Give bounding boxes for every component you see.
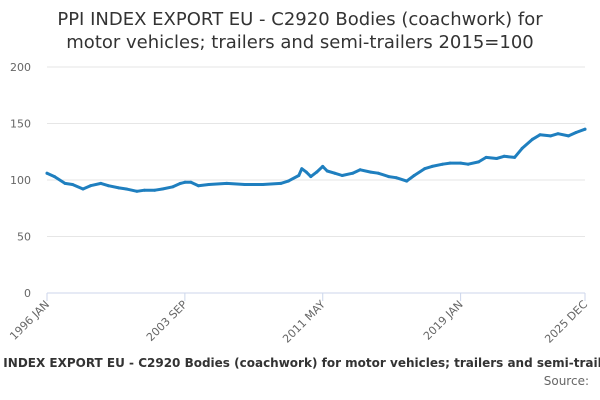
data-point[interactable] <box>340 174 344 177</box>
y-tick-label: 50 <box>17 231 31 244</box>
legend-entry[interactable]: PPI INDEX EXPORT EU - C2920 Bodies (coac… <box>0 356 600 370</box>
data-point[interactable] <box>531 137 534 141</box>
data-point[interactable] <box>89 184 92 188</box>
data-point[interactable] <box>333 171 337 175</box>
data-point[interactable] <box>300 167 304 171</box>
data-point[interactable] <box>325 169 329 173</box>
data-point[interactable] <box>279 181 283 185</box>
x-tick-label: 1996 JAN <box>7 298 52 343</box>
data-point[interactable] <box>71 183 74 186</box>
data-point[interactable] <box>297 174 301 177</box>
data-point[interactable] <box>358 168 362 172</box>
data-point[interactable] <box>321 164 325 168</box>
data-point[interactable] <box>304 170 308 174</box>
data-point[interactable] <box>520 146 524 150</box>
data-point[interactable] <box>124 187 128 191</box>
series-layer <box>45 127 587 193</box>
data-point[interactable] <box>423 167 427 171</box>
chart-title-line: PPI INDEX EXPORT EU - C2920 Bodies (coac… <box>57 9 543 30</box>
data-point[interactable] <box>153 188 157 192</box>
data-point[interactable] <box>412 174 416 177</box>
data-point[interactable] <box>81 187 85 191</box>
data-point[interactable] <box>135 189 139 193</box>
y-axis: 0 50 100 150 200 <box>10 61 31 300</box>
y-tick-label: 0 <box>24 287 31 300</box>
data-point[interactable] <box>117 186 121 190</box>
series-line[interactable] <box>45 127 587 193</box>
data-point[interactable] <box>459 161 463 165</box>
data-point[interactable] <box>484 155 488 159</box>
data-point[interactable] <box>441 162 445 166</box>
data-point[interactable] <box>466 162 470 166</box>
data-point[interactable] <box>376 171 380 175</box>
data-point[interactable] <box>495 157 499 160</box>
data-point[interactable] <box>387 175 391 179</box>
data-point[interactable] <box>556 132 560 136</box>
data-point[interactable] <box>513 155 517 159</box>
data-point[interactable] <box>261 183 265 186</box>
data-point[interactable] <box>315 170 319 174</box>
y-tick-label: 150 <box>10 118 31 131</box>
y-tick-label: 100 <box>10 174 31 187</box>
data-point[interactable] <box>351 171 355 175</box>
data-point[interactable] <box>538 133 542 137</box>
y-gridlines <box>47 66 585 237</box>
data-point[interactable] <box>178 181 182 185</box>
source-label: Source: <box>544 374 589 388</box>
data-point[interactable] <box>394 176 398 180</box>
data-point[interactable] <box>99 181 103 185</box>
data-point[interactable] <box>448 161 452 165</box>
y-tick-label: 200 <box>10 61 31 74</box>
data-point[interactable] <box>171 185 175 189</box>
chart-title: PPI INDEX EXPORT EU - C2920 Bodies (coac… <box>57 9 543 53</box>
data-point[interactable] <box>45 171 49 175</box>
data-point[interactable] <box>196 184 200 188</box>
data-point[interactable] <box>207 183 211 186</box>
data-point[interactable] <box>567 134 570 138</box>
data-point[interactable] <box>243 183 247 186</box>
data-point[interactable] <box>369 170 373 174</box>
data-point[interactable] <box>160 187 164 191</box>
data-point[interactable] <box>142 188 146 192</box>
data-point[interactable] <box>574 131 578 134</box>
data-point[interactable] <box>477 160 481 164</box>
chart-title-line: motor vehicles; trailers and semi-traile… <box>66 32 533 53</box>
x-tick-label: 2011 MAY <box>280 298 328 346</box>
data-point[interactable] <box>549 134 552 138</box>
data-point[interactable] <box>309 175 313 179</box>
data-point[interactable] <box>106 184 110 188</box>
data-point[interactable] <box>63 181 67 185</box>
data-point[interactable] <box>583 127 587 131</box>
data-point[interactable] <box>225 181 229 185</box>
x-tick-label: 2019 JAN <box>421 298 466 343</box>
data-point[interactable] <box>405 179 409 183</box>
data-point[interactable] <box>189 180 193 184</box>
data-point[interactable] <box>430 164 434 168</box>
x-tick-label: 2025 DEC <box>542 298 590 346</box>
x-axis: 1996 JAN 2003 SEP 2011 MAY 2019 JAN 2025 DEC <box>7 292 590 346</box>
data-point[interactable] <box>53 175 56 179</box>
data-point[interactable] <box>183 180 187 184</box>
data-point[interactable] <box>286 179 290 183</box>
data-point[interactable] <box>502 154 506 158</box>
x-tick-label: 2003 SEP <box>144 298 190 344</box>
